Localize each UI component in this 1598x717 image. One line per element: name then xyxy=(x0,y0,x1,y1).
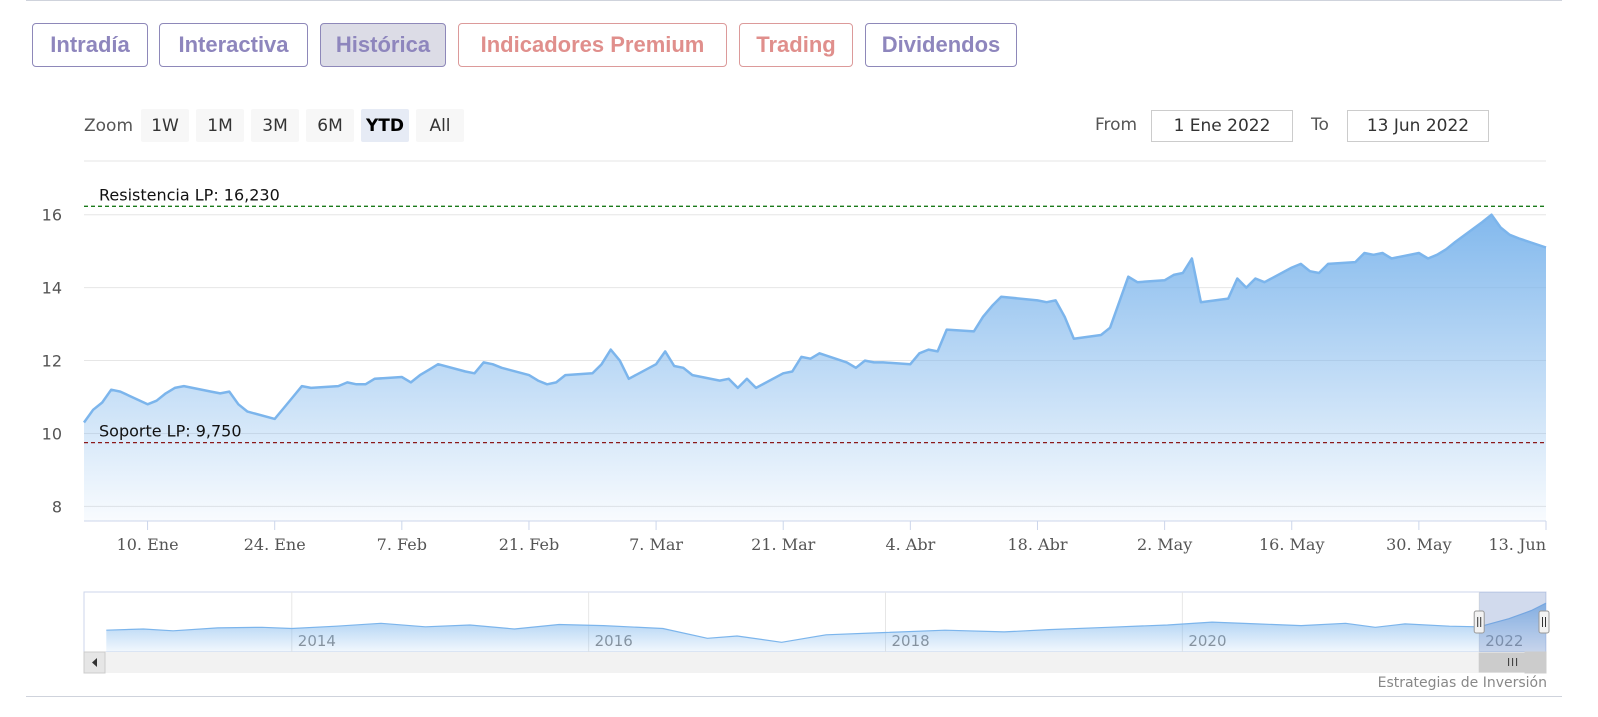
x-tick-label: 16. May xyxy=(1259,535,1325,554)
resistance-label: Resistencia LP: 16,230 xyxy=(99,185,280,204)
tab-historica[interactable]: Histórica xyxy=(320,23,446,67)
chart-credit: Estrategias de Inversión xyxy=(1377,675,1547,691)
bottom-divider xyxy=(26,696,1562,697)
navigator-line xyxy=(106,602,1547,643)
axes: 8 10 12 14 16 10. Ene 24. Ene 7. Feb 21. Feb 7. M… xyxy=(42,206,1547,554)
x-tick-label: 4. Abr xyxy=(885,535,935,554)
navigator-selection xyxy=(1479,592,1546,652)
x-tick-label: 24. Ene xyxy=(244,535,306,554)
y-tick-label: 10 xyxy=(42,424,62,443)
y-tick-label: 8 xyxy=(52,497,62,516)
tab-indicadores-premium[interactable]: Indicadores Premium xyxy=(458,23,727,67)
x-tick-label: 7. Mar xyxy=(629,535,683,554)
zoom-all-button[interactable]: All xyxy=(416,109,464,142)
support-label: Soporte LP: 9,750 xyxy=(99,422,242,441)
zoom-label: Zoom xyxy=(84,116,134,136)
tab-trading[interactable]: Trading xyxy=(739,23,853,67)
series-line xyxy=(82,213,1547,424)
x-tick-label: 2. May xyxy=(1137,535,1192,554)
tab-dividendos[interactable]: Dividendos xyxy=(865,23,1017,67)
arrow-left-icon xyxy=(92,658,97,667)
x-tick-label: 10. Ene xyxy=(117,535,179,554)
y-tick-label: 14 xyxy=(42,279,62,298)
x-tick-label: 21. Mar xyxy=(751,535,815,554)
to-label: To xyxy=(1311,115,1329,135)
y-tick-label: 16 xyxy=(42,206,62,225)
x-tick-label: 30. May xyxy=(1386,535,1452,554)
navigator-handle-right[interactable] xyxy=(1538,610,1550,634)
navigator-handle-left[interactable] xyxy=(1473,610,1485,634)
plot-lines: Resistencia LP: 16,230 Soporte LP: 9,750 xyxy=(84,185,1546,444)
from-date-input[interactable]: 1 Ene 2022 xyxy=(1151,110,1293,142)
y-tick-label: 12 xyxy=(42,352,62,371)
series-area xyxy=(82,213,1547,521)
tab-interactiva[interactable]: Interactiva xyxy=(159,23,308,67)
x-tick-label: 21. Feb xyxy=(499,535,559,554)
zoom-1m-button[interactable]: 1M xyxy=(196,109,244,142)
navigator: 20142016201820202022 xyxy=(83,591,1550,674)
navigator-area xyxy=(106,603,1546,652)
x-tick-label: 18. Abr xyxy=(1007,535,1067,554)
tab-intradia[interactable]: Intradía xyxy=(32,23,148,67)
x-tick-label: 7. Feb xyxy=(377,535,427,554)
to-date-input[interactable]: 13 Jun 2022 xyxy=(1347,110,1489,142)
from-label: From xyxy=(1095,115,1138,135)
zoom-3m-button[interactable]: 3M xyxy=(251,109,299,142)
top-divider xyxy=(26,0,1562,1)
series-area-fill xyxy=(84,214,1546,521)
scrollbar-track[interactable] xyxy=(84,652,1546,673)
zoom-ytd-button[interactable]: YTD xyxy=(361,109,409,142)
zoom-6m-button[interactable]: 6M xyxy=(306,109,354,142)
zoom-1w-button[interactable]: 1W xyxy=(141,109,189,142)
x-tick-label: 13. Jun xyxy=(1488,535,1546,554)
